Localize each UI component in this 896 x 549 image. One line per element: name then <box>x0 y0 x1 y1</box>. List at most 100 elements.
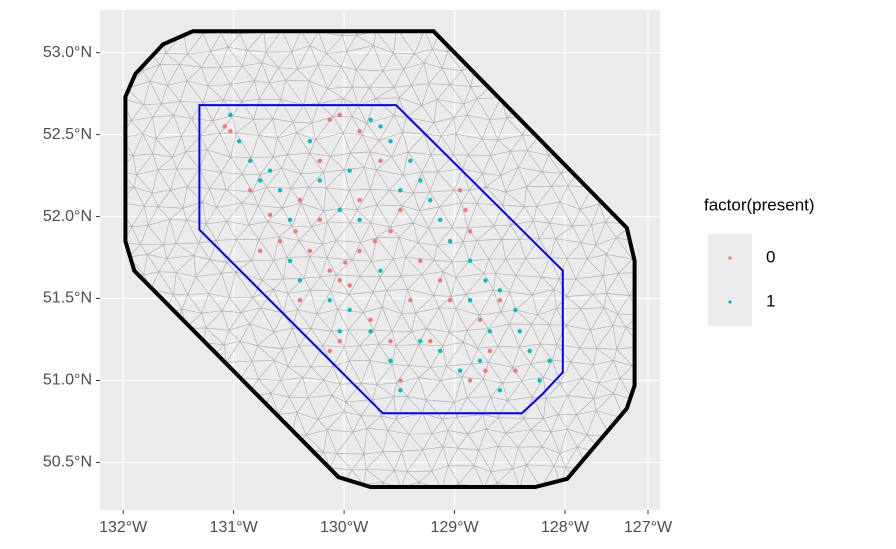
point <box>418 338 423 344</box>
point <box>428 197 433 203</box>
point <box>297 297 303 303</box>
point <box>463 207 468 213</box>
legend-key <box>728 300 732 304</box>
point <box>398 378 403 383</box>
point <box>347 283 352 288</box>
point <box>248 188 253 193</box>
point <box>537 378 542 383</box>
point <box>357 248 362 254</box>
point <box>477 358 483 364</box>
point <box>428 338 433 344</box>
point <box>467 378 473 383</box>
point <box>398 207 403 213</box>
legend-label: 0 <box>766 247 775 266</box>
point <box>327 117 332 123</box>
point <box>483 278 488 283</box>
x-tick-label: 128°W <box>541 519 590 536</box>
point <box>457 188 463 193</box>
point <box>527 348 532 354</box>
point <box>347 307 352 313</box>
point <box>347 168 352 173</box>
point <box>267 212 273 218</box>
point <box>457 368 463 373</box>
point <box>378 158 383 164</box>
point <box>228 112 233 118</box>
point <box>467 229 473 234</box>
point <box>236 138 242 144</box>
point <box>337 278 342 283</box>
point <box>398 188 403 193</box>
y-tick-label: 50.5°N <box>43 454 92 471</box>
x-tick-label: 131°W <box>210 519 259 536</box>
point <box>293 229 298 234</box>
panel <box>100 10 660 510</box>
point <box>477 317 483 323</box>
point <box>378 124 383 129</box>
point <box>337 338 342 344</box>
point <box>388 229 393 234</box>
point <box>337 329 342 334</box>
point <box>357 217 362 223</box>
point <box>437 217 443 223</box>
legend-key-bg <box>708 234 752 326</box>
point <box>248 158 253 164</box>
point <box>368 117 373 123</box>
point <box>327 268 332 273</box>
point <box>467 258 473 264</box>
point <box>267 168 273 173</box>
graticule <box>100 10 660 510</box>
point <box>398 388 403 393</box>
point <box>497 388 503 393</box>
point <box>357 129 362 134</box>
legend-key <box>728 256 732 260</box>
point <box>483 368 488 373</box>
point <box>388 358 393 364</box>
point <box>388 338 393 344</box>
point <box>317 158 323 164</box>
point <box>297 197 303 203</box>
point <box>257 248 263 254</box>
point <box>317 178 323 183</box>
point <box>307 138 313 144</box>
x-tick-label: 129°W <box>430 519 479 536</box>
point <box>368 317 373 323</box>
point <box>222 124 228 129</box>
point <box>517 329 522 334</box>
point <box>418 258 423 264</box>
point <box>327 348 332 354</box>
x-tick-label: 130°W <box>320 519 369 536</box>
point <box>337 207 342 213</box>
point <box>418 178 423 183</box>
point <box>497 288 503 293</box>
point <box>368 329 373 334</box>
point <box>437 348 443 354</box>
point <box>277 238 283 244</box>
point <box>447 297 453 303</box>
point <box>327 297 332 303</box>
x-tick-label: 132°W <box>99 519 148 536</box>
point <box>257 178 263 183</box>
point <box>408 297 413 303</box>
point <box>287 217 293 223</box>
point <box>287 258 293 264</box>
point <box>228 129 233 134</box>
point <box>343 260 348 265</box>
point <box>297 278 303 283</box>
point <box>337 112 342 118</box>
boundary <box>123 29 637 490</box>
point <box>408 158 413 164</box>
point <box>513 307 518 313</box>
y-tick-label: 52.5°N <box>43 126 92 143</box>
y-tick-label: 51.5°N <box>43 290 92 307</box>
point <box>467 297 473 303</box>
point <box>497 297 503 303</box>
point <box>437 278 443 283</box>
legend-label: 1 <box>766 291 775 310</box>
point <box>307 248 313 254</box>
legend-title: factor(present) <box>704 195 815 214</box>
point <box>487 348 493 354</box>
boundary <box>198 104 564 415</box>
point <box>357 197 362 203</box>
x-tick-label: 127°W <box>624 519 673 536</box>
